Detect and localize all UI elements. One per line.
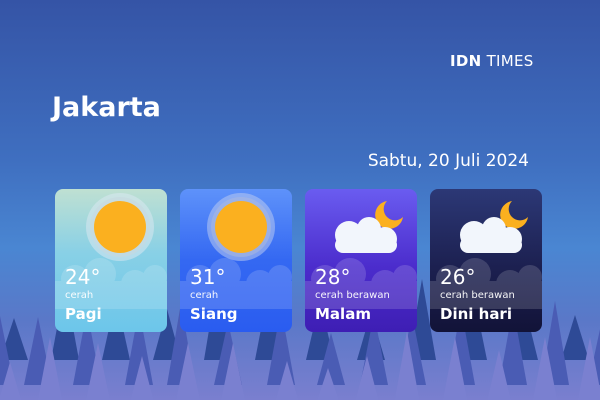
tree: [532, 337, 558, 400]
period-label: Dini hari: [440, 305, 512, 323]
period-label: Siang: [190, 305, 238, 323]
city-title: Jakarta: [52, 92, 161, 123]
forecast-card-siang: 31° cerah Siang: [180, 189, 292, 332]
temperature: 26°: [440, 265, 476, 289]
tree: [37, 337, 63, 400]
sun-icon: [207, 193, 275, 261]
sun-icon: [86, 193, 154, 261]
forecast-card-malam: 28° cerah berawan Malam: [305, 189, 417, 332]
tree: [394, 331, 420, 400]
logo-light: TIMES: [486, 52, 534, 70]
tree: [221, 343, 245, 400]
tree: [442, 337, 468, 400]
moon-cloud-icon: [460, 201, 528, 253]
idn-times-logo: IDN TIMES: [450, 52, 534, 70]
logo-bold: IDN: [450, 52, 482, 70]
temperature: 24°: [65, 265, 101, 289]
tree: [317, 333, 345, 385]
tree: [275, 361, 299, 400]
condition: cerah berawan: [315, 290, 390, 301]
forecast-card-dini-hari: 26° cerah berawan Dini hari: [430, 189, 542, 332]
forecast-card-pagi: 24° cerah Pagi: [55, 189, 167, 332]
background-clouds: [55, 258, 167, 309]
tree: [0, 362, 22, 400]
background-clouds: [430, 258, 542, 309]
tree: [125, 309, 153, 385]
tree: [317, 368, 339, 400]
tree: [0, 318, 28, 360]
condition: cerah: [65, 290, 94, 301]
date-label: Sabtu, 20 Juli 2024: [367, 151, 529, 171]
moon-cloud-icon: [335, 201, 403, 253]
period-label: Pagi: [65, 305, 102, 323]
background-clouds: [305, 258, 417, 309]
tree: [176, 343, 200, 400]
background-clouds: [180, 258, 292, 309]
temperature: 31°: [190, 265, 226, 289]
condition: cerah: [190, 290, 219, 301]
tree: [355, 356, 379, 400]
tree: [499, 307, 527, 385]
tree: [577, 337, 600, 400]
tree: [487, 350, 511, 400]
tree: [561, 315, 589, 360]
period-label: Malam: [315, 305, 371, 323]
tree: [130, 356, 154, 400]
temperature: 28°: [315, 265, 351, 289]
condition: cerah berawan: [440, 290, 515, 301]
tree: [86, 343, 110, 400]
